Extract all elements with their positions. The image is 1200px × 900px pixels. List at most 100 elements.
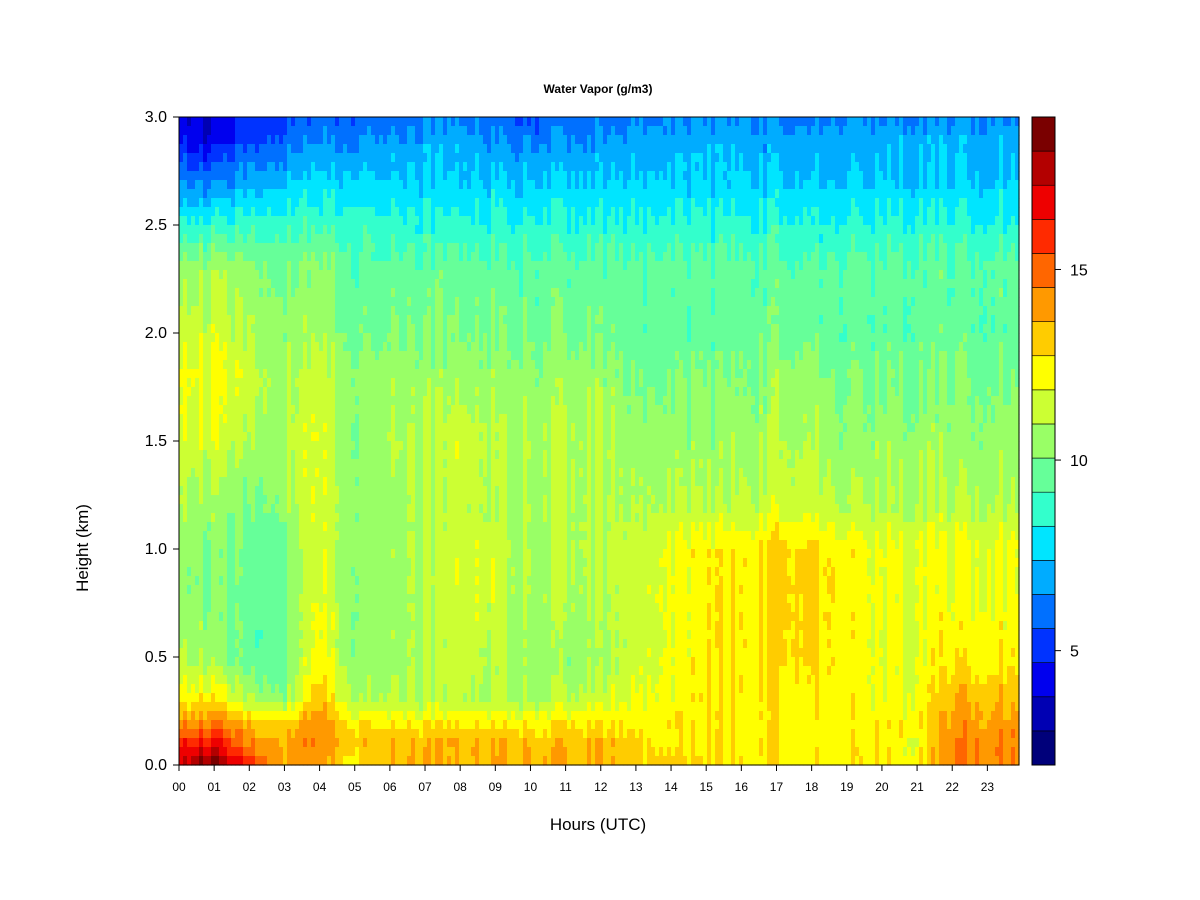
heatmap-cell xyxy=(239,324,244,334)
heatmap-cell xyxy=(419,270,424,280)
heatmap-cell xyxy=(287,468,292,478)
heatmap-cell xyxy=(295,225,300,235)
heatmap-cell xyxy=(335,351,340,361)
heatmap-cell xyxy=(311,630,316,640)
heatmap-cell xyxy=(215,441,220,451)
heatmap-cell xyxy=(335,270,340,280)
heatmap-cell xyxy=(351,207,356,217)
heatmap-cell xyxy=(323,207,328,217)
heatmap-cell xyxy=(267,531,272,541)
heatmap-cell xyxy=(295,567,300,577)
heatmap-cell xyxy=(295,342,300,352)
heatmap-cell xyxy=(319,720,324,730)
heatmap-cell xyxy=(339,594,344,604)
heatmap-cell xyxy=(271,216,276,226)
heatmap-cell xyxy=(191,270,196,280)
heatmap-cell xyxy=(379,351,384,361)
heatmap-cell xyxy=(323,396,328,406)
heatmap-cell xyxy=(207,747,212,757)
heatmap-cell xyxy=(427,531,432,541)
heatmap-cell xyxy=(227,351,232,361)
heatmap-cell xyxy=(359,549,364,559)
heatmap-cell xyxy=(239,270,244,280)
heatmap-cell xyxy=(223,369,228,379)
heatmap-cell xyxy=(375,162,380,172)
heatmap-cell xyxy=(423,162,428,172)
heatmap-cell xyxy=(371,504,376,514)
heatmap-cell xyxy=(415,387,420,397)
heatmap-cell xyxy=(351,153,356,163)
heatmap-cell xyxy=(371,441,376,451)
heatmap-cell xyxy=(411,756,416,766)
heatmap-cell xyxy=(203,468,208,478)
heatmap-cell xyxy=(315,441,320,451)
heatmap-cell xyxy=(323,684,328,694)
heatmap-cell xyxy=(211,747,216,757)
heatmap-cell xyxy=(291,711,296,721)
heatmap-cell xyxy=(415,684,420,694)
heatmap-cell xyxy=(411,630,416,640)
heatmap-cell xyxy=(243,387,248,397)
heatmap-cell xyxy=(383,711,388,721)
heatmap-cell xyxy=(207,567,212,577)
heatmap-cell xyxy=(223,558,228,568)
heatmap-cell xyxy=(219,585,224,595)
heatmap-cell xyxy=(203,423,208,433)
heatmap-cell xyxy=(303,603,308,613)
heatmap-cell xyxy=(335,396,340,406)
heatmap-cell xyxy=(295,117,300,127)
heatmap-cell xyxy=(371,450,376,460)
heatmap-cell xyxy=(415,585,420,595)
heatmap-cell xyxy=(211,126,216,136)
heatmap-cell xyxy=(331,270,336,280)
heatmap-cell xyxy=(231,486,236,496)
heatmap-cell xyxy=(399,702,404,712)
heatmap-cell xyxy=(339,639,344,649)
heatmap-cell xyxy=(231,540,236,550)
heatmap-cell xyxy=(367,747,372,757)
heatmap-cell xyxy=(327,306,332,316)
heatmap-cell xyxy=(339,306,344,316)
heatmap-cell xyxy=(403,594,408,604)
heatmap-cell xyxy=(319,549,324,559)
heatmap-cell xyxy=(391,297,396,307)
heatmap-cell xyxy=(371,207,376,217)
heatmap-cell xyxy=(251,333,256,343)
heatmap-cell xyxy=(359,243,364,253)
heatmap-cell xyxy=(283,585,288,595)
heatmap-cell xyxy=(447,603,452,613)
heatmap-cell xyxy=(439,207,444,217)
heatmap-cell xyxy=(299,684,304,694)
heatmap-cell xyxy=(255,243,260,253)
heatmap-cell xyxy=(387,621,392,631)
heatmap-cell xyxy=(195,531,200,541)
heatmap-cell xyxy=(379,558,384,568)
heatmap-cell xyxy=(299,135,304,145)
heatmap-cell xyxy=(247,738,252,748)
heatmap-cell xyxy=(303,585,308,595)
heatmap-cell xyxy=(251,171,256,181)
heatmap-cell xyxy=(263,216,268,226)
heatmap-cell xyxy=(339,387,344,397)
heatmap-cell xyxy=(331,324,336,334)
heatmap-cell xyxy=(323,360,328,370)
heatmap-cell xyxy=(267,603,272,613)
heatmap-cell xyxy=(243,693,248,703)
heatmap-cell xyxy=(339,369,344,379)
heatmap-cell xyxy=(435,423,440,433)
heatmap-cell xyxy=(263,135,268,145)
heatmap-cell xyxy=(203,675,208,685)
heatmap-cell xyxy=(299,720,304,730)
heatmap-cell xyxy=(315,396,320,406)
heatmap-cell xyxy=(439,243,444,253)
heatmap-cell xyxy=(339,279,344,289)
heatmap-cell xyxy=(343,225,348,235)
heatmap-cell xyxy=(215,657,220,667)
heatmap-cell xyxy=(227,369,232,379)
heatmap-cell xyxy=(343,387,348,397)
heatmap-cell xyxy=(311,495,316,505)
heatmap-cell xyxy=(355,306,360,316)
heatmap-cell xyxy=(335,459,340,469)
heatmap-cell xyxy=(271,459,276,469)
heatmap-cell xyxy=(363,684,368,694)
